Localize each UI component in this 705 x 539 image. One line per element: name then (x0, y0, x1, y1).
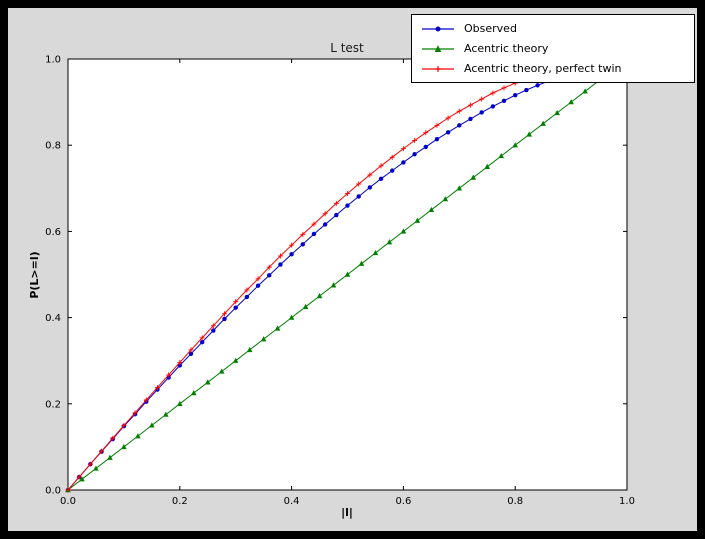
legend-label-acentric-theory: Acentric theory (464, 42, 549, 55)
legend-line-acentric-theory-icon (422, 44, 454, 52)
x-tick-label: 0.8 (507, 496, 523, 507)
x-axis-label: |l| (341, 506, 353, 519)
y-tick-label: 0.8 (45, 141, 61, 152)
y-axis-label: P(L>=l) (28, 251, 41, 298)
legend-label-perfect-twin: Acentric theory, perfect twin (464, 62, 622, 75)
y-tick-label: 1.0 (45, 55, 61, 66)
x-tick-label: 1.0 (619, 496, 635, 507)
legend-item-acentric-theory: Acentric theory (414, 40, 692, 57)
legend-label-observed: Observed (464, 22, 517, 35)
x-tick-label: 0.4 (284, 496, 300, 507)
y-tick-label: 0.2 (45, 399, 61, 410)
legend-line-observed-icon (422, 26, 454, 31)
plot-area: 0.0 0.2 0.4 0.6 0.8 1.0 0.0 0.2 0.4 0.6 0.8 1.0 (45, 55, 635, 508)
y-tick-label: 0.6 (45, 227, 61, 238)
x-tick-label: 0.2 (172, 496, 188, 507)
legend-item-observed: Observed (414, 20, 692, 37)
chart-title: L test (330, 41, 364, 55)
x-tick-label: 0.0 (60, 496, 76, 507)
chart: 0.0 0.2 0.4 0.6 0.8 1.0 0.0 0.2 0.4 0.6 0.8 1.0 L t… (28, 41, 635, 519)
series-2 (65, 72, 541, 493)
legend: Observed Acentric theory Acentric theory… (411, 14, 695, 83)
y-tick-label: 0.0 (45, 486, 61, 497)
figure-canvas: 0.0 0.2 0.4 0.6 0.8 1.0 0.0 0.2 0.4 0.6 0.8 1.0 L t… (8, 8, 697, 531)
x-tick-label: 0.6 (395, 496, 411, 507)
legend-line-perfect-twin-icon (422, 65, 454, 72)
legend-item-perfect-twin: Acentric theory, perfect twin (414, 60, 692, 77)
y-tick-label: 0.4 (45, 313, 61, 324)
